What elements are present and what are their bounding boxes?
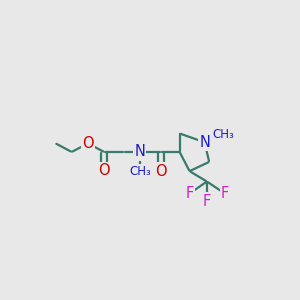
- Text: N: N: [134, 145, 145, 160]
- Text: CH₃: CH₃: [129, 165, 151, 178]
- Text: O: O: [98, 163, 110, 178]
- Text: F: F: [221, 186, 229, 201]
- Text: F: F: [185, 186, 194, 201]
- Text: O: O: [155, 164, 167, 178]
- Text: O: O: [82, 136, 94, 151]
- Text: N: N: [199, 135, 210, 150]
- Text: F: F: [203, 194, 211, 209]
- Text: CH₃: CH₃: [212, 128, 234, 141]
